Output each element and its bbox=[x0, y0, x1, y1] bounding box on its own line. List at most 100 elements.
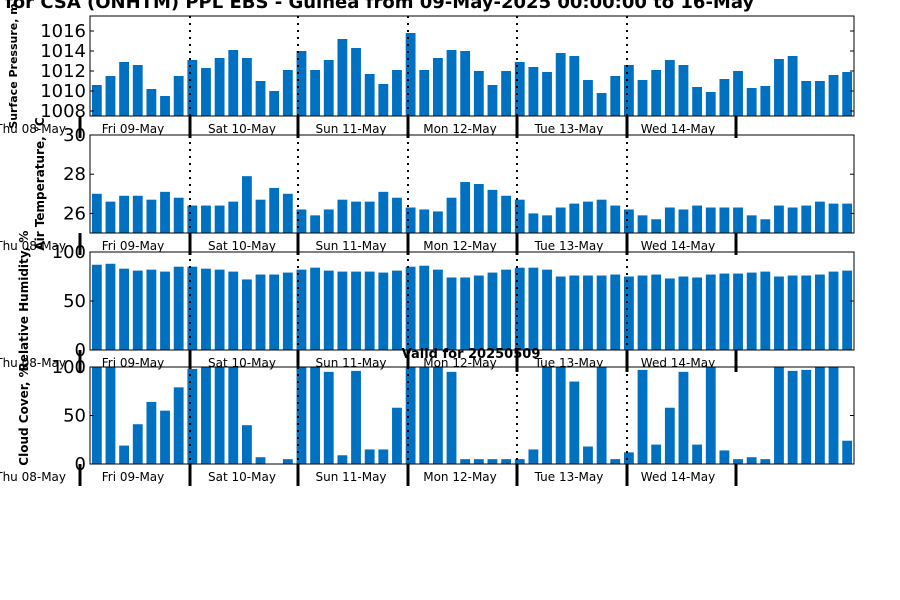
bar bbox=[282, 272, 293, 350]
bar bbox=[460, 277, 471, 350]
bar bbox=[446, 277, 457, 350]
bar bbox=[651, 70, 662, 116]
bar bbox=[801, 275, 812, 350]
bar bbox=[501, 269, 512, 350]
bar bbox=[201, 205, 211, 233]
bar bbox=[255, 274, 266, 350]
bar bbox=[719, 207, 730, 233]
bar bbox=[514, 459, 525, 464]
bar bbox=[719, 450, 730, 464]
bar bbox=[610, 76, 621, 116]
bar bbox=[705, 92, 716, 116]
bar bbox=[814, 81, 825, 116]
bar bbox=[119, 268, 130, 350]
bar bbox=[91, 193, 102, 233]
bar bbox=[828, 367, 839, 464]
bar bbox=[528, 67, 539, 116]
bar bbox=[719, 273, 730, 350]
bar bbox=[105, 76, 116, 116]
bar bbox=[337, 199, 348, 233]
bar bbox=[842, 203, 853, 233]
bar bbox=[746, 88, 757, 116]
bar bbox=[569, 381, 580, 464]
bar bbox=[105, 263, 116, 350]
bar bbox=[787, 56, 798, 116]
y-tick-label: 50 bbox=[63, 406, 86, 427]
x-day-label: Sun 11-May bbox=[315, 122, 386, 136]
bar bbox=[760, 271, 771, 350]
bar bbox=[733, 71, 743, 116]
x-day-label: Tue 13-May bbox=[534, 122, 604, 136]
bar bbox=[310, 70, 321, 116]
bar bbox=[501, 71, 512, 116]
bar bbox=[623, 209, 634, 233]
bar bbox=[787, 370, 798, 464]
y-tick-label: 1016 bbox=[40, 21, 86, 42]
bar bbox=[337, 455, 348, 464]
bar bbox=[241, 176, 252, 233]
bar bbox=[419, 209, 430, 233]
bar bbox=[228, 367, 239, 464]
bar bbox=[378, 191, 389, 233]
y-axis-label: Air Temperature, °C bbox=[33, 117, 47, 251]
x-day-label: Sun 11-May bbox=[315, 470, 386, 484]
bar bbox=[364, 271, 375, 350]
x-day-label: Sat 10-May bbox=[208, 122, 276, 136]
bar bbox=[269, 91, 280, 116]
bar bbox=[146, 199, 157, 233]
x-corner-label: Thu 08-May bbox=[0, 470, 66, 484]
bar bbox=[419, 70, 430, 116]
bar bbox=[623, 452, 634, 464]
bar bbox=[774, 59, 784, 116]
plot-frame bbox=[89, 15, 855, 117]
bar bbox=[733, 273, 743, 350]
bar bbox=[351, 48, 361, 116]
bar bbox=[241, 425, 252, 464]
bar bbox=[473, 275, 484, 350]
bar bbox=[814, 367, 825, 464]
x-day-label: Fri 09-May bbox=[102, 122, 165, 136]
bar bbox=[746, 457, 757, 464]
bar bbox=[678, 65, 689, 116]
bar bbox=[828, 271, 839, 350]
bar bbox=[91, 85, 102, 116]
bar bbox=[323, 270, 334, 350]
bar bbox=[337, 39, 348, 116]
x-day-label: Mon 12-May bbox=[423, 239, 497, 253]
bar bbox=[432, 269, 443, 350]
bar bbox=[801, 369, 812, 464]
bar bbox=[214, 58, 225, 116]
bar bbox=[801, 205, 812, 233]
bar bbox=[664, 60, 675, 116]
bar bbox=[187, 266, 198, 350]
bar bbox=[214, 367, 225, 464]
bar bbox=[774, 276, 784, 350]
bar bbox=[637, 275, 648, 350]
bar bbox=[132, 424, 143, 464]
y-axis-label: Cloud Cover, % bbox=[17, 365, 31, 465]
bar bbox=[310, 215, 321, 233]
bar bbox=[269, 187, 280, 233]
bar bbox=[323, 60, 334, 116]
bar bbox=[405, 266, 416, 350]
x-day-label: Sat 10-May bbox=[208, 470, 276, 484]
bar bbox=[255, 199, 266, 233]
bar bbox=[692, 87, 703, 116]
x-corner-label: Thu 08-May bbox=[0, 239, 66, 253]
bar bbox=[228, 50, 239, 116]
bar bbox=[678, 209, 689, 233]
bar bbox=[733, 459, 743, 464]
bar bbox=[432, 367, 443, 464]
bar bbox=[774, 367, 784, 464]
bar bbox=[473, 459, 484, 464]
bar bbox=[733, 207, 743, 233]
bar bbox=[610, 274, 621, 350]
bar bbox=[378, 272, 389, 350]
bar bbox=[460, 51, 471, 116]
bar bbox=[146, 401, 157, 464]
y-tick-label: 50 bbox=[63, 291, 86, 312]
bar bbox=[664, 207, 675, 233]
bar bbox=[501, 195, 512, 233]
